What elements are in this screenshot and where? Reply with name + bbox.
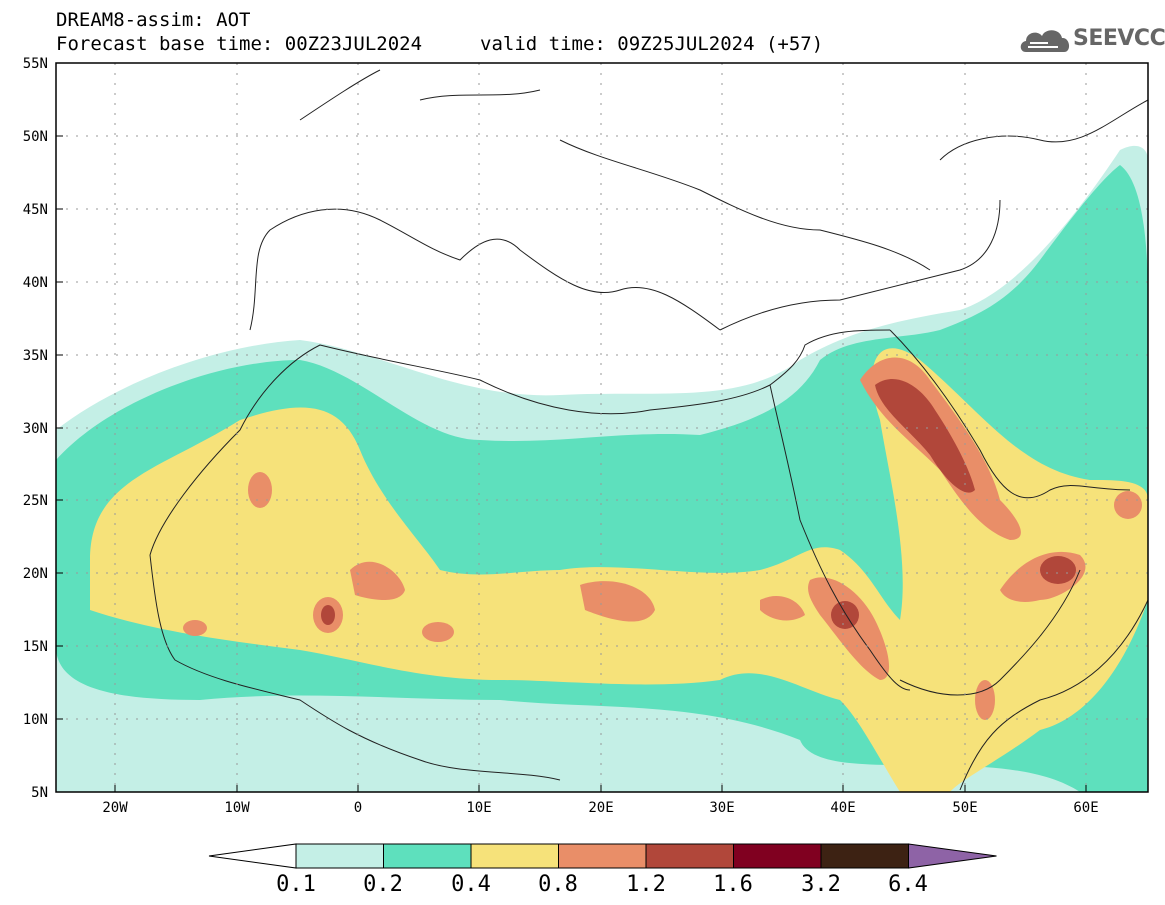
colorbar-segment (295, 843, 384, 869)
lat-label-40n: 40N (23, 275, 48, 291)
lon-label-20e: 20E (588, 800, 613, 816)
lon-label-20w: 20W (102, 800, 128, 816)
colorbar-label: 1.2 (626, 872, 666, 897)
lat-label-10n: 10N (23, 712, 48, 728)
lat-label-15n: 15N (23, 639, 48, 655)
lat-label-5n: 5N (31, 785, 48, 801)
lat-label-45n: 45N (23, 202, 48, 218)
colorbar-segment (558, 843, 647, 869)
colorbar-label: 0.2 (363, 872, 403, 897)
colorbar-label: 0.8 (538, 872, 578, 897)
lat-label-50n: 50N (23, 129, 48, 145)
aot-band-08f (760, 595, 805, 621)
colorbar-label: 0.4 (451, 872, 491, 897)
aot-band-12 (875, 379, 975, 493)
lon-label-10w: 10W (224, 800, 250, 816)
aot-band-08d (350, 561, 405, 600)
aot-band-08l (975, 680, 995, 720)
lat-label-30n: 30N (23, 421, 48, 437)
colorbar-segment (383, 843, 472, 869)
aot-band-12d (321, 605, 335, 625)
lon-label-60e: 60E (1073, 800, 1098, 816)
aot-band-08e (580, 581, 655, 622)
colorbar-segment (470, 843, 559, 869)
aot-band-08j (183, 620, 207, 636)
valid-time: valid time: 09Z25JUL2024 (+57) (480, 33, 824, 55)
grid-lines (56, 63, 1148, 792)
logo-text: SEEVCCC (1073, 26, 1165, 51)
map-title: DREAM8-assim: AOT (56, 9, 251, 31)
aot-band-08c (808, 577, 890, 680)
colorbar (208, 843, 997, 869)
colorbar-label: 6.4 (888, 872, 928, 897)
aot-band-12c (831, 601, 859, 629)
coastlines (149, 69, 1148, 791)
base-time: Forecast base time: 00Z23JUL2024 (56, 33, 423, 55)
aot-band-08k (1114, 491, 1142, 519)
axis-ticks (56, 135, 1087, 792)
lon-label-10e: 10E (466, 800, 491, 816)
aot-band-04 (90, 348, 1148, 792)
lat-label-35n: 35N (23, 348, 48, 364)
cloud-icon (1020, 30, 1070, 52)
lon-label-50e: 50E (952, 800, 977, 816)
aot-band-12b (1040, 556, 1076, 584)
colorbar-segment (820, 843, 909, 869)
colorbar-min-arrow (208, 843, 297, 869)
colorbar-label: 3.2 (801, 872, 841, 897)
aot-band-08i (248, 472, 272, 508)
lat-label-55n: 55N (23, 56, 48, 72)
colorbar-label: 1.6 (713, 872, 753, 897)
lon-label-30e: 30E (709, 800, 734, 816)
aot-band-08h (422, 622, 454, 642)
lon-label-40e: 40E (830, 800, 855, 816)
aot-field (56, 145, 1148, 792)
colorbar-segment (733, 843, 822, 869)
lon-label-0: 0 (354, 800, 362, 816)
colorbar-max-arrow (908, 843, 997, 869)
lat-label-20n: 20N (23, 566, 48, 582)
colorbar-label: 0.1 (276, 872, 316, 897)
colorbar-segment (645, 843, 734, 869)
lat-label-25n: 25N (23, 493, 48, 509)
